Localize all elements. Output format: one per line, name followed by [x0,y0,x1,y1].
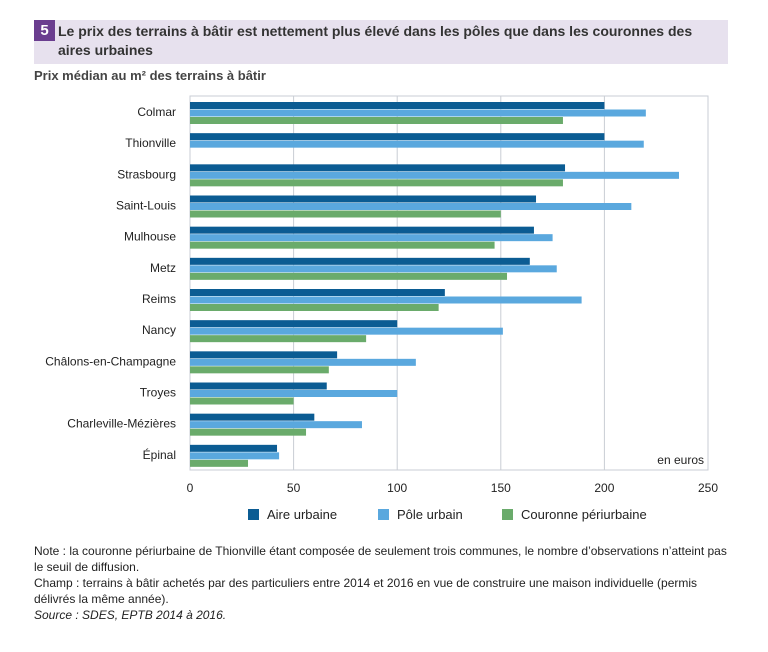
figure-subtitle: Prix médian au m² des terrains à bâtir [34,68,266,83]
category-label: Thionville [125,136,176,150]
x-tick-label: 100 [387,481,407,495]
source-text: Source : SDES, EPTB 2014 à 2016. [34,608,227,622]
bar [190,241,495,249]
legend-item-pole-urbain: Pôle urbain [378,507,463,525]
bar [190,444,278,452]
champ-text: Champ : terrains à bâtir achetés par des… [34,576,698,606]
category-label: Mulhouse [124,230,176,244]
unit-label: en euros [657,453,704,467]
x-tick-label: 0 [187,481,194,495]
bar [190,272,508,280]
category-label: Nancy [142,323,176,337]
legend-item-aire-urbaine: Aire urbaine [248,507,337,525]
x-tick-label: 250 [698,481,718,495]
bar [190,428,307,436]
bar [190,171,679,179]
x-tick-label: 150 [491,481,511,495]
bar [190,335,367,343]
plot-frame [189,95,709,471]
legend-item-couronne-periurbaine: Couronne périurbaine [502,507,647,525]
bar [190,203,632,210]
category-label: Charleville-Mézières [67,417,176,431]
legend-swatch [378,509,389,520]
bar [190,133,605,141]
category-label: Colmar [137,105,176,119]
figure-title: Le prix des terrains à bâtir est netteme… [58,23,693,58]
bar [190,421,362,429]
bar [190,413,315,421]
bar [190,397,294,405]
legend-swatch [502,509,513,520]
bar [190,459,249,467]
bar [190,320,398,328]
bar [190,210,501,218]
bar [190,358,416,366]
legend-label: Couronne périurbaine [521,507,647,522]
bar [190,164,566,172]
bar [190,382,327,390]
bar [190,452,280,460]
bar [190,234,553,242]
category-label: Strasbourg [117,167,176,181]
category-label: Troyes [140,386,176,400]
bar [190,390,398,397]
bar [190,195,537,203]
notes: Note : la couronne périurbaine de Thionv… [34,543,728,623]
category-label: Épinal [143,447,176,462]
bar [190,366,329,374]
bar [190,102,605,109]
bar [190,179,563,187]
bar [190,257,530,265]
category-label: Saint-Louis [116,199,176,213]
legend-label: Pôle urbain [397,507,463,522]
bar [190,140,644,148]
x-tick-label: 200 [594,481,614,495]
bar [190,109,646,117]
x-tick-label: 50 [287,481,301,495]
legend-label: Aire urbaine [267,507,338,522]
legend-swatch [248,509,259,520]
figure-number: 5 [34,20,55,41]
bar [190,117,563,124]
note-text: Note : la couronne périurbaine de Thionv… [34,544,727,574]
bar [190,327,503,335]
bar [190,296,582,304]
title-banner [34,20,728,64]
bar [190,265,557,273]
bar [190,289,445,296]
category-label: Metz [150,261,176,275]
bar [190,226,534,234]
bar [190,304,439,311]
bar [190,351,338,359]
category-label: Châlons-en-Champagne [45,354,176,368]
category-label: Reims [142,292,176,306]
